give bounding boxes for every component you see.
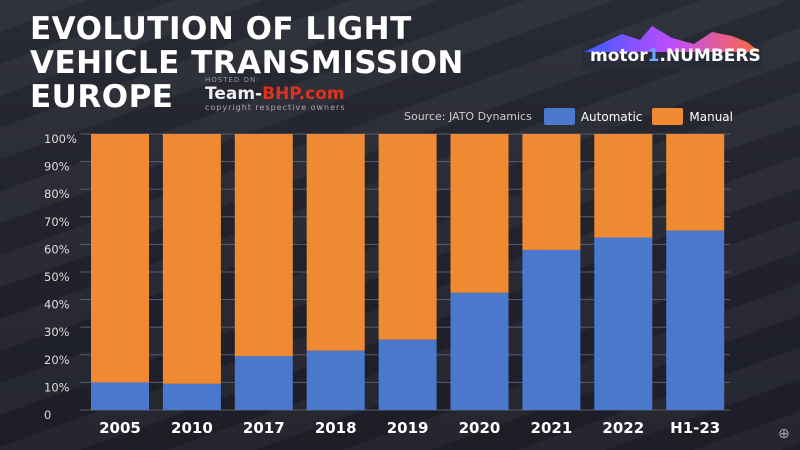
x-tick-label: 2021 — [531, 419, 573, 437]
bar-manual — [522, 134, 581, 250]
legend-swatch-manual — [652, 108, 684, 125]
y-tick-label: 40% — [44, 298, 70, 312]
legend-label-automatic: Automatic — [580, 109, 643, 124]
y-tick-label: 80% — [44, 187, 70, 201]
bar-automatic — [162, 383, 221, 410]
bar-manual — [162, 134, 221, 384]
y-tick-label: 0 — [44, 408, 51, 422]
bar-automatic — [378, 339, 437, 410]
legend-swatch-automatic — [543, 108, 575, 125]
zoom-icon[interactable]: ⊕ — [778, 426, 790, 442]
title-line: EVOLUTION OF LIGHT — [30, 11, 412, 47]
title-line: EUROPE — [30, 79, 174, 115]
legend-label-manual: Manual — [689, 109, 733, 124]
watermark-hosted: HOSTED ON: — [205, 76, 260, 84]
bar-automatic — [306, 350, 365, 410]
source-note: Source: JATO Dynamics — [404, 110, 532, 123]
x-tick-label: 2020 — [459, 419, 501, 437]
y-tick-label: 90% — [44, 160, 70, 174]
y-tick-label: 60% — [44, 242, 70, 256]
chart-title: EVOLUTION OF LIGHT VEHICLE TRANSMISSION … — [30, 12, 464, 114]
legend: Source: JATO Dynamics Automatic Manual — [404, 108, 743, 125]
watermark: HOSTED ON: Team-BHP.com copyright respec… — [205, 76, 346, 113]
y-tick-label: 10% — [44, 380, 70, 394]
x-tick-label: 2019 — [387, 419, 429, 437]
x-tick-label: 2017 — [243, 419, 285, 437]
watermark-copyright: copyright respective owners — [205, 103, 346, 112]
x-tick-label: 2022 — [602, 419, 644, 437]
title-line: VEHICLE TRANSMISSION — [30, 45, 464, 81]
bar-manual — [378, 134, 437, 340]
y-tick-label: 70% — [44, 215, 70, 229]
logo-text: motor1.NUMBERS — [590, 46, 761, 66]
bar-automatic — [666, 230, 725, 410]
bar-manual — [91, 134, 149, 383]
y-tick-label: 20% — [44, 353, 70, 367]
y-tick-label: 100% — [44, 132, 77, 146]
watermark-brand: Team-BHP.com — [205, 84, 345, 104]
y-tick-label: 30% — [44, 325, 70, 339]
x-tick-label: 2005 — [99, 419, 141, 437]
bar-automatic — [450, 292, 509, 410]
y-tick-label: 50% — [44, 270, 70, 284]
x-tick-label: 2018 — [315, 419, 357, 437]
bar-manual — [234, 134, 293, 357]
bar-automatic — [91, 382, 149, 410]
bar-automatic — [594, 237, 653, 410]
x-tick-label: H1-23 — [670, 419, 720, 437]
motor1-numbers-logo — [582, 26, 762, 70]
bar-manual — [450, 134, 509, 293]
x-tick-label: 2010 — [171, 419, 213, 437]
bar-automatic — [234, 356, 293, 410]
bar-manual — [666, 134, 725, 231]
bar-manual — [306, 134, 365, 351]
bar-automatic — [522, 249, 581, 410]
bar-manual — [594, 134, 653, 238]
